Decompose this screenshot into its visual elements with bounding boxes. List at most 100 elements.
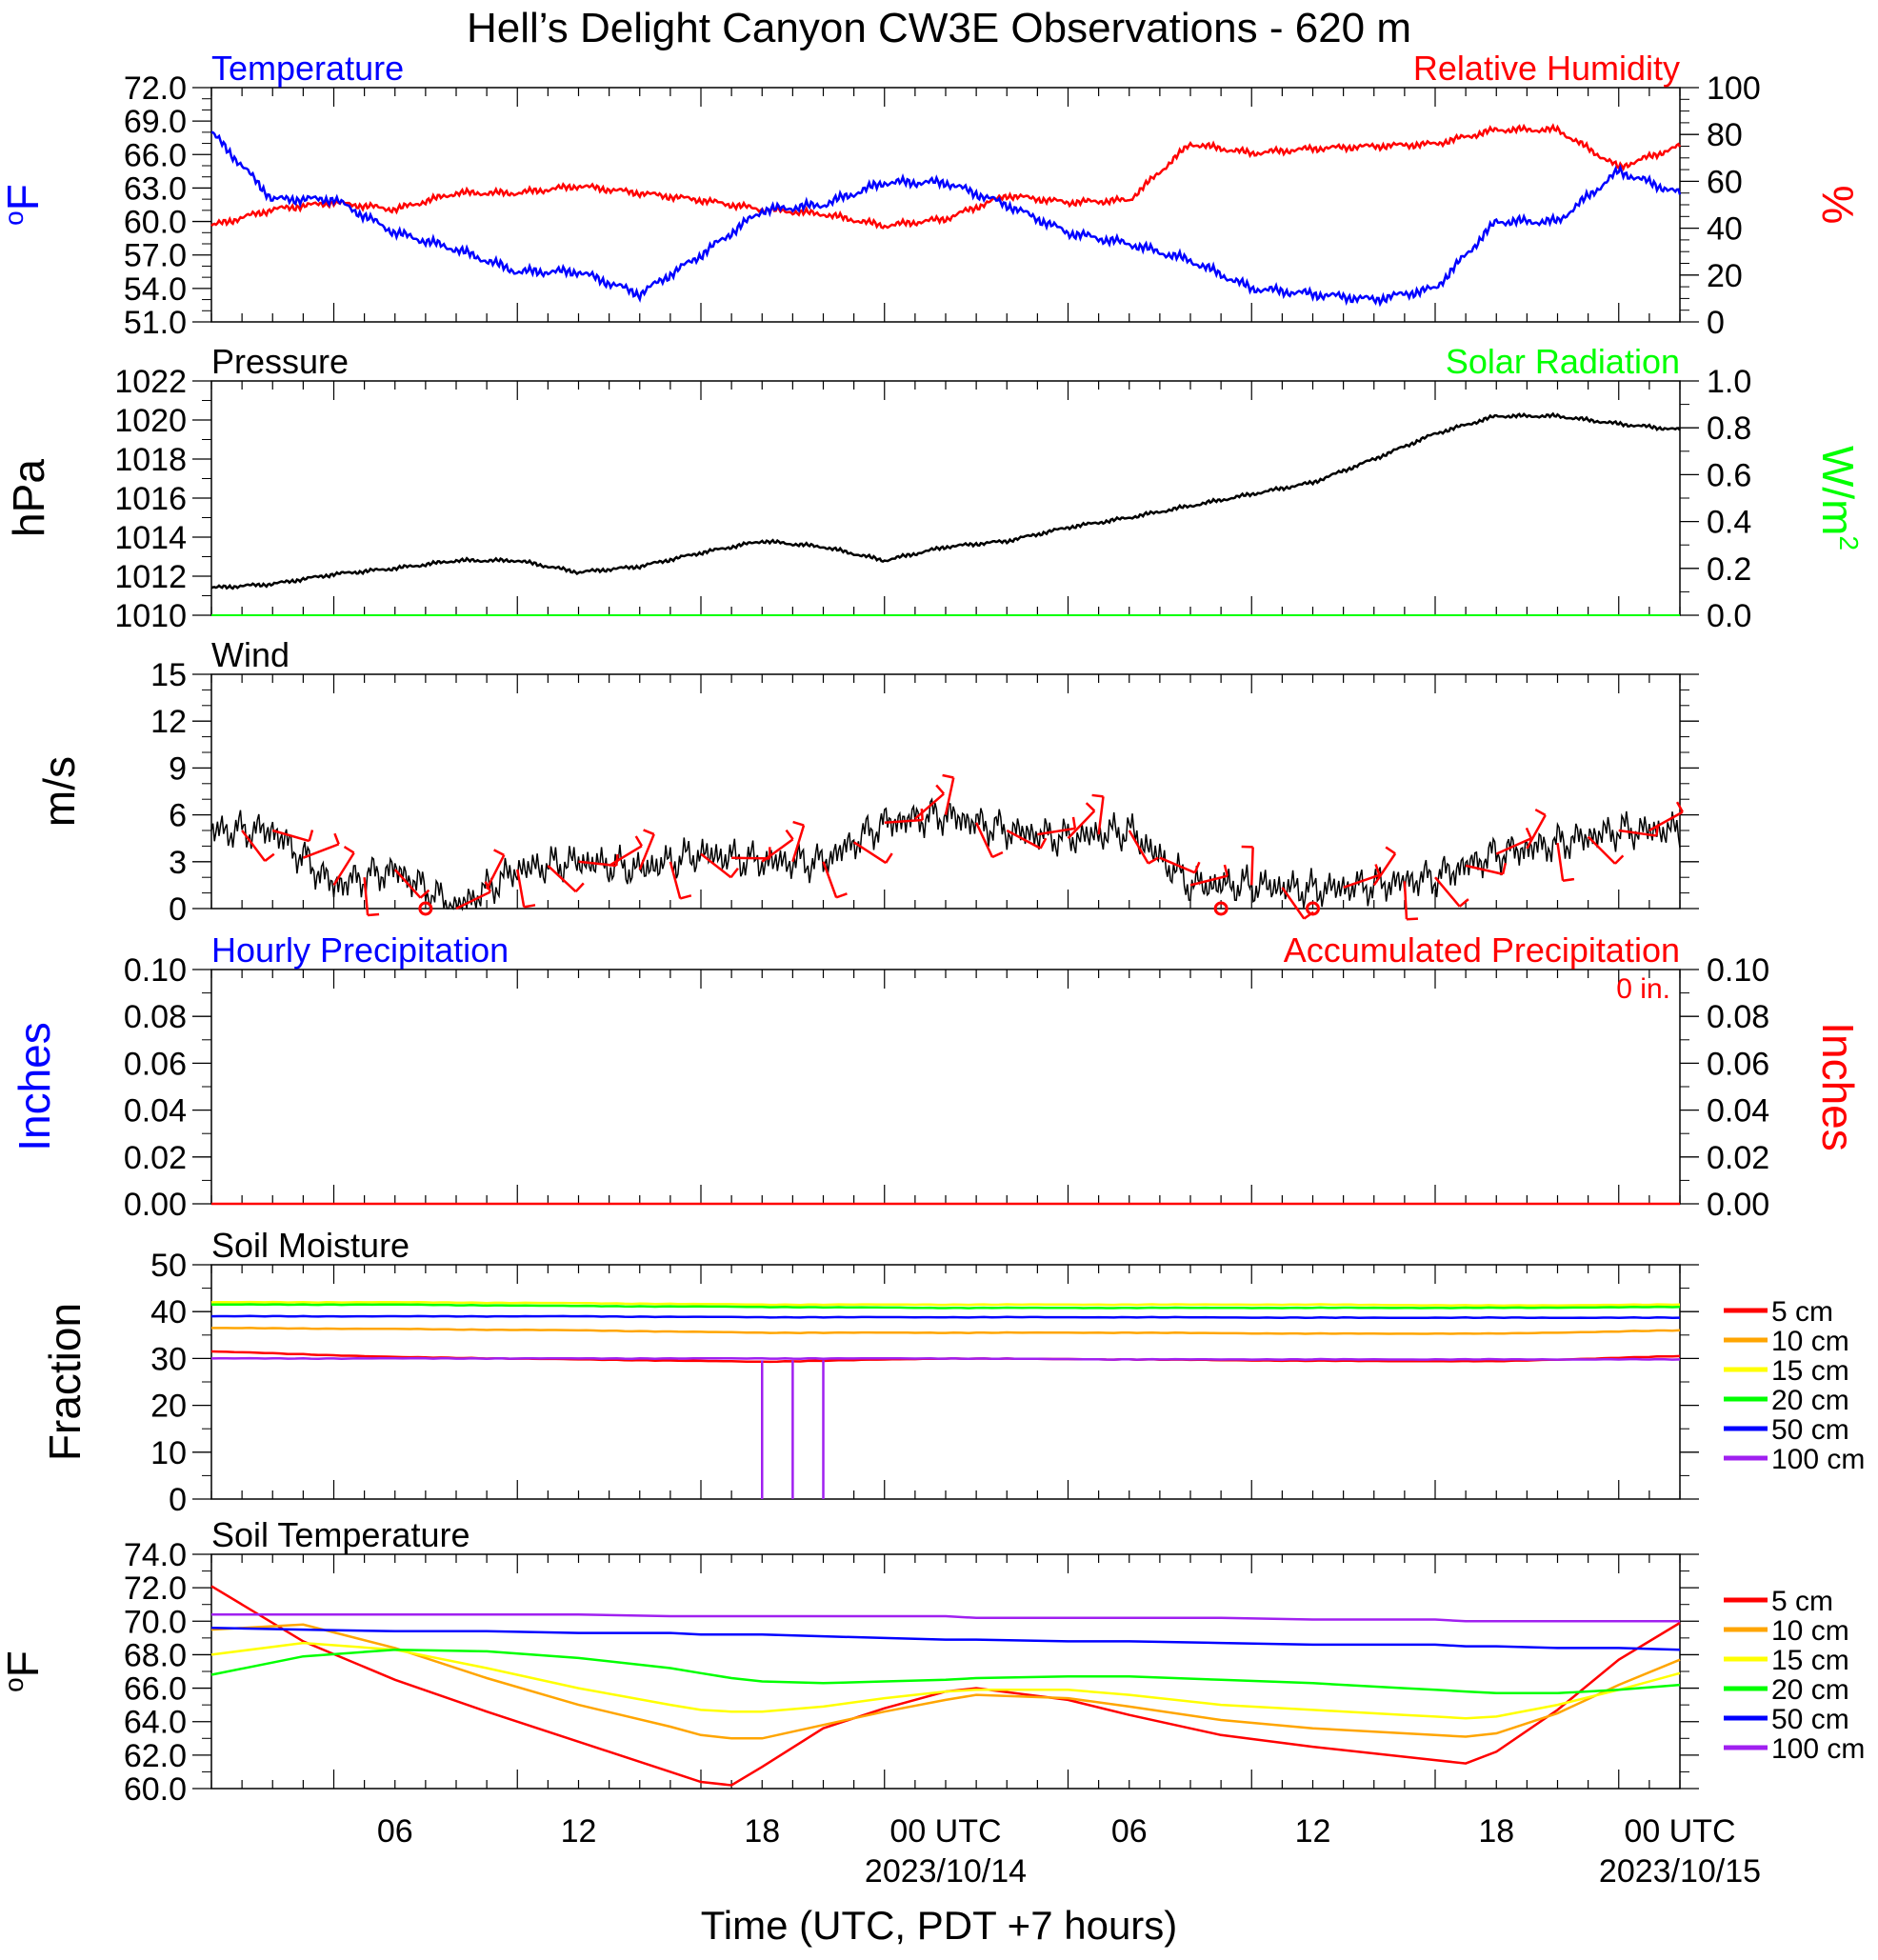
wind-barb-flag xyxy=(1039,837,1048,850)
y-tick-label: 60.0 xyxy=(124,205,187,241)
x-tick-label: 00 UTC xyxy=(889,1813,1001,1850)
wind-barb-flag xyxy=(574,882,585,893)
y-tick-label: 1022 xyxy=(114,364,187,400)
wind-barb-flag xyxy=(523,904,536,909)
y-tick-label-right: 100 xyxy=(1707,70,1761,107)
legend-entry: 20 cm xyxy=(1771,1674,1849,1706)
wind-barb xyxy=(516,869,526,908)
accum-precip-axis-label: Inches xyxy=(1813,1022,1863,1151)
legend-entry: 100 cm xyxy=(1771,1444,1865,1475)
soil-temperature-line xyxy=(210,1627,1681,1651)
wind-barb xyxy=(1097,796,1105,835)
y-tick-label: 0.02 xyxy=(124,1140,187,1176)
wind-barb-flag xyxy=(942,773,954,779)
calm-wind-marker xyxy=(1306,901,1320,916)
y-tick-label: 30 xyxy=(150,1341,187,1377)
wind-barb xyxy=(486,854,506,890)
y-tick-label-right: 1.0 xyxy=(1707,364,1751,400)
y-tick-label-right: 0.04 xyxy=(1707,1093,1769,1130)
y-tick-label: 72.0 xyxy=(124,1570,187,1607)
wind-barb xyxy=(1159,856,1196,874)
y-tick-label: 20 xyxy=(150,1389,187,1425)
wind-barb xyxy=(332,851,355,887)
wind-barb xyxy=(1526,814,1547,850)
wind-barb xyxy=(974,822,994,858)
wind-barb-flag xyxy=(1501,862,1508,875)
y-tick-label-right: 0.10 xyxy=(1707,952,1769,989)
wind-barb-flag xyxy=(634,835,643,847)
y-tick-label: 66.0 xyxy=(124,137,187,173)
wind-barb-flag xyxy=(333,832,340,845)
pressure-panel-title: Pressure xyxy=(211,342,349,381)
wind-barb xyxy=(393,869,422,899)
soil-moisture-line xyxy=(210,1303,1681,1310)
y-tick-label-right: 0.06 xyxy=(1707,1046,1769,1082)
wind-barb-flag xyxy=(1458,898,1469,908)
wind-barb-flag xyxy=(1675,801,1684,813)
y-tick-label: 12 xyxy=(150,704,187,740)
y-tick-label: 63.0 xyxy=(124,170,187,207)
y-tick-label: 64.0 xyxy=(124,1705,187,1741)
wind-barb-flag xyxy=(1071,816,1077,830)
wind-barb-flag xyxy=(1534,808,1547,816)
soil-temperature-line xyxy=(210,1648,1681,1695)
wind-barb-flag xyxy=(1525,827,1532,839)
y-tick-label: 60.0 xyxy=(124,1771,187,1808)
soil-temperature-panel-title: Soil Temperature xyxy=(211,1515,470,1554)
y-tick-label: 0.00 xyxy=(124,1187,187,1223)
wind-barb xyxy=(547,864,577,893)
y-tick-label-right: 0.02 xyxy=(1707,1140,1769,1176)
x-tick-label: 12 xyxy=(1295,1813,1331,1850)
wind-barb-flag xyxy=(920,808,924,821)
wind-barb-flag xyxy=(419,889,430,899)
y-tick-label-right: 0.0 xyxy=(1707,598,1751,634)
wind-barb xyxy=(1648,810,1684,832)
wind-barb xyxy=(852,841,887,865)
y-tick-label-right: 80 xyxy=(1707,117,1743,153)
soil-moisture-line xyxy=(210,1314,1681,1320)
pressure-line xyxy=(210,411,1682,590)
x-tick-label: 06 xyxy=(1111,1813,1148,1850)
y-tick-label-right: 0.6 xyxy=(1707,457,1751,493)
y-tick-label: 1010 xyxy=(114,598,187,634)
calm-wind-marker xyxy=(1213,901,1229,916)
wind-barb-flag xyxy=(1406,917,1419,921)
wind-barb xyxy=(638,833,655,870)
y-tick-label-right: 0.2 xyxy=(1707,551,1751,588)
y-tick-label: 1014 xyxy=(114,520,187,556)
wind-barb xyxy=(1343,873,1380,890)
y-tick-label-right: 0.4 xyxy=(1707,505,1751,541)
wind-barb-flag xyxy=(1148,856,1159,865)
legend-entry: 20 cm xyxy=(1771,1385,1849,1416)
wind-barb xyxy=(1037,827,1076,836)
y-tick-label: 6 xyxy=(169,798,187,834)
wind-barb xyxy=(1556,842,1565,881)
y-tick-label: 0 xyxy=(169,891,187,928)
wind-barb-flag xyxy=(1614,854,1625,865)
wind-barb-flag xyxy=(792,820,805,827)
wind-barb-flag xyxy=(343,846,355,854)
y-tick-label-right: 0 xyxy=(1707,305,1725,341)
humidity-panel-title: Relative Humidity xyxy=(1413,49,1680,88)
x-tick-label: 18 xyxy=(744,1813,780,1850)
soil-moisture-axis-label: Fraction xyxy=(40,1303,90,1461)
figure-title: Hell’s Delight Canyon CW3E Observations … xyxy=(467,5,1411,51)
wind-barb xyxy=(944,777,955,815)
soil-temperature-line xyxy=(210,1623,1681,1740)
wind-barb xyxy=(1189,874,1229,887)
y-tick-label: 51.0 xyxy=(124,305,187,341)
y-tick-label-right: 40 xyxy=(1707,211,1743,248)
wind-barb-flag xyxy=(1193,861,1201,873)
wind-barb xyxy=(731,856,770,860)
humidity-axis-label: % xyxy=(1813,186,1863,225)
wind-axis-label: m/s xyxy=(34,756,84,827)
y-tick-label: 74.0 xyxy=(124,1537,187,1573)
wind-barb xyxy=(914,792,945,820)
temperature-axis-label: oF xyxy=(0,184,48,226)
precip-total-label: 0 in. xyxy=(1616,973,1670,1005)
y-tick-label: 68.0 xyxy=(124,1637,187,1673)
hourly-precip-title: Hourly Precipitation xyxy=(211,930,509,970)
wind-barb xyxy=(1250,847,1254,886)
y-tick-label-right: 60 xyxy=(1707,164,1743,200)
soil-temperature-line xyxy=(211,1613,1680,1623)
